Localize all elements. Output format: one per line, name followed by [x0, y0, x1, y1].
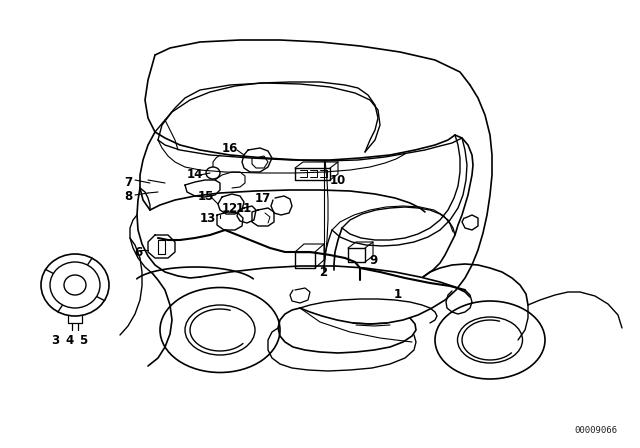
- Text: 2: 2: [319, 266, 327, 279]
- Text: 13: 13: [200, 211, 216, 224]
- Text: 1: 1: [394, 289, 402, 302]
- Text: 9: 9: [369, 254, 377, 267]
- Text: 10: 10: [330, 173, 346, 186]
- Text: 7: 7: [124, 177, 132, 190]
- Text: 11: 11: [236, 202, 252, 215]
- Text: 4: 4: [66, 333, 74, 346]
- Text: 16: 16: [222, 142, 238, 155]
- Text: 6: 6: [134, 246, 142, 258]
- Text: 17: 17: [255, 191, 271, 204]
- Text: 15: 15: [198, 190, 214, 203]
- Text: 5: 5: [79, 333, 87, 346]
- Text: 12: 12: [222, 202, 238, 215]
- Text: 8: 8: [124, 190, 132, 202]
- Text: 00009066: 00009066: [574, 426, 617, 435]
- Text: 3: 3: [51, 333, 59, 346]
- Text: 14: 14: [187, 168, 203, 181]
